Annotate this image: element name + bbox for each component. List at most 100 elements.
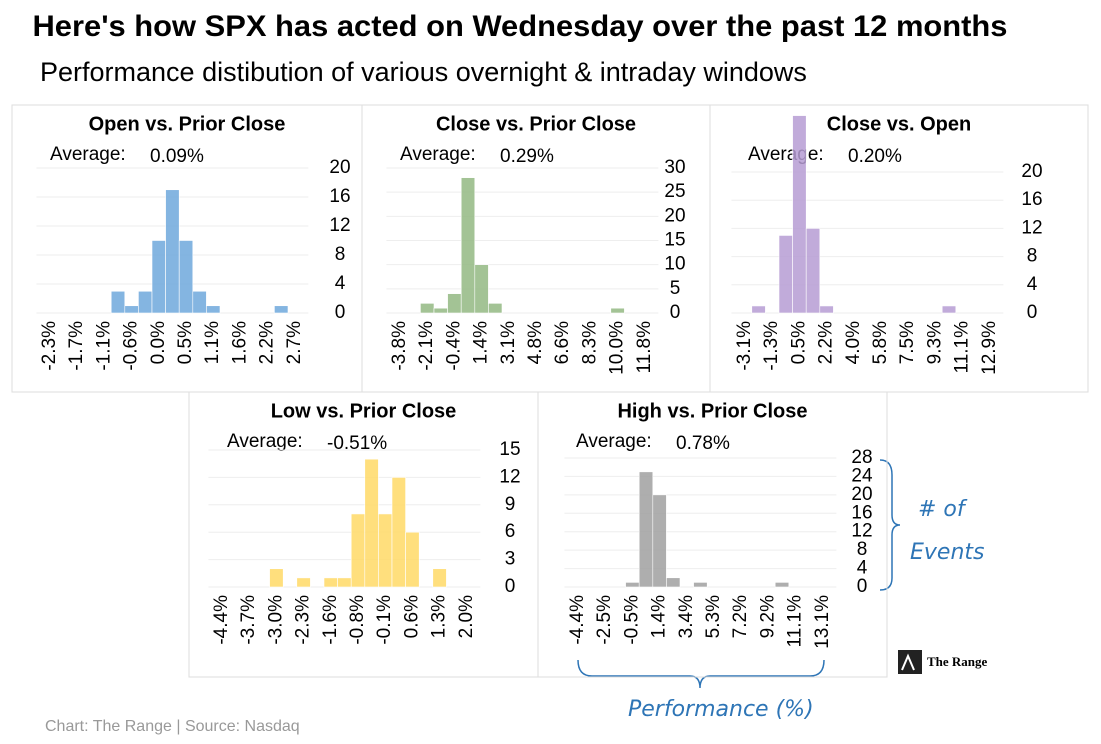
bar xyxy=(391,477,406,588)
x-tick-label: 8.3% xyxy=(579,321,600,364)
average-value: -0.51% xyxy=(327,433,387,454)
x-tick-label: -2.5% xyxy=(594,595,615,645)
average-label: Average: xyxy=(227,431,303,452)
x-tick-label: 12.9% xyxy=(979,321,1000,375)
bar xyxy=(178,240,194,314)
average-value: 0.29% xyxy=(500,146,554,167)
average-label: Average: xyxy=(748,144,824,165)
bar xyxy=(610,307,625,314)
bar xyxy=(124,305,139,314)
bar xyxy=(666,577,681,588)
x-tick-label: -3.7% xyxy=(238,595,259,645)
x-tick-label: 2.2% xyxy=(816,321,837,364)
average-label: Average: xyxy=(576,431,652,452)
bar xyxy=(652,494,667,588)
logo-glyph xyxy=(901,653,915,671)
x-tick-label: -3.8% xyxy=(389,321,410,371)
bar xyxy=(405,531,420,588)
bar xyxy=(625,582,640,588)
annotation: Events xyxy=(910,540,985,565)
x-tick-label: -0.4% xyxy=(443,321,464,371)
average-value: 0.20% xyxy=(848,146,902,167)
bar xyxy=(350,513,366,588)
y-tick-label: 28 xyxy=(851,447,872,468)
x-tick-label: -0.1% xyxy=(374,595,395,645)
bar xyxy=(364,458,379,588)
bar xyxy=(138,290,153,314)
x-tick-label: 11.1% xyxy=(785,595,806,648)
average-value: 0.78% xyxy=(676,433,730,454)
x-tick-label: 2.0% xyxy=(456,595,477,638)
bar xyxy=(638,471,654,588)
bar xyxy=(323,577,338,588)
x-tick-label: 9.2% xyxy=(757,595,778,638)
bar xyxy=(488,303,503,314)
bar xyxy=(460,177,476,314)
bar xyxy=(432,568,447,588)
x-tick-label: -3.1% xyxy=(734,321,755,371)
x-tick-label: 2.2% xyxy=(257,321,278,364)
bar xyxy=(774,582,790,588)
x-tick-label: 1.3% xyxy=(429,595,450,638)
y-tick-label: 4 xyxy=(857,558,868,579)
bar xyxy=(274,305,289,314)
x-tick-label: 1.4% xyxy=(649,595,670,638)
panel xyxy=(709,104,1089,393)
x-tick-label: 5.3% xyxy=(703,595,724,638)
y-tick-label: 8 xyxy=(1027,246,1038,267)
chart-title: Close vs. Prior Close xyxy=(436,113,636,135)
y-tick-label: 4 xyxy=(1027,274,1038,295)
y-tick-label: 0 xyxy=(670,302,681,323)
x-tick-label: 10.0% xyxy=(607,321,628,375)
bar xyxy=(378,513,393,588)
x-tick-label: -2.1% xyxy=(416,321,437,371)
x-tick-label: 0.5% xyxy=(788,321,809,364)
bracket-y xyxy=(879,459,901,591)
chart-title: High vs. Prior Close xyxy=(617,400,807,422)
y-tick-label: 0 xyxy=(505,576,516,597)
y-tick-label: 20 xyxy=(664,205,685,226)
y-tick-label: 24 xyxy=(851,465,873,486)
bar xyxy=(296,577,311,588)
y-tick-label: 0 xyxy=(1027,302,1038,323)
x-tick-label: 3.1% xyxy=(498,321,519,364)
bar xyxy=(941,305,957,314)
x-tick-label: 0.6% xyxy=(401,595,422,638)
bar xyxy=(433,307,448,314)
y-tick-label: 16 xyxy=(851,502,872,523)
x-tick-label: 6.6% xyxy=(552,321,573,364)
bar xyxy=(269,568,284,588)
y-tick-label: 15 xyxy=(664,230,685,251)
bar xyxy=(165,189,180,314)
y-tick-label: 20 xyxy=(1021,161,1042,182)
x-tick-label: 7.5% xyxy=(897,321,918,364)
y-tick-label: 8 xyxy=(335,244,346,265)
chart-title: Open vs. Prior Close xyxy=(89,113,286,135)
y-tick-label: 16 xyxy=(329,186,350,207)
y-tick-label: 9 xyxy=(505,494,516,515)
title: Here's how SPX has acted on Wednesday ov… xyxy=(33,10,1008,43)
bar xyxy=(819,305,834,314)
x-tick-label: 1.4% xyxy=(471,321,492,364)
y-tick-label: 10 xyxy=(664,254,685,275)
x-tick-label: 4.0% xyxy=(843,321,864,364)
average-label: Average: xyxy=(50,144,126,165)
x-tick-label: -1.6% xyxy=(320,595,341,645)
y-tick-label: 16 xyxy=(1021,189,1042,210)
y-tick-label: 12 xyxy=(329,215,350,236)
x-tick-label: 11.8% xyxy=(634,321,655,374)
x-tick-label: -3.0% xyxy=(265,595,286,645)
x-tick-label: 2.7% xyxy=(284,321,305,364)
bar xyxy=(474,264,489,314)
x-tick-label: -2.3% xyxy=(39,321,60,371)
x-tick-label: 13.1% xyxy=(812,595,833,649)
bar xyxy=(447,293,462,314)
y-tick-label: 25 xyxy=(664,181,685,202)
bar xyxy=(420,303,435,314)
x-tick-label: 0.0% xyxy=(148,321,169,364)
x-tick-label: 4.8% xyxy=(525,321,546,364)
subtitle: Performance distibution of various overn… xyxy=(40,57,807,87)
annotation: Performance (%) xyxy=(628,697,814,722)
x-tick-label: 0.5% xyxy=(175,321,196,364)
bar xyxy=(751,305,766,314)
